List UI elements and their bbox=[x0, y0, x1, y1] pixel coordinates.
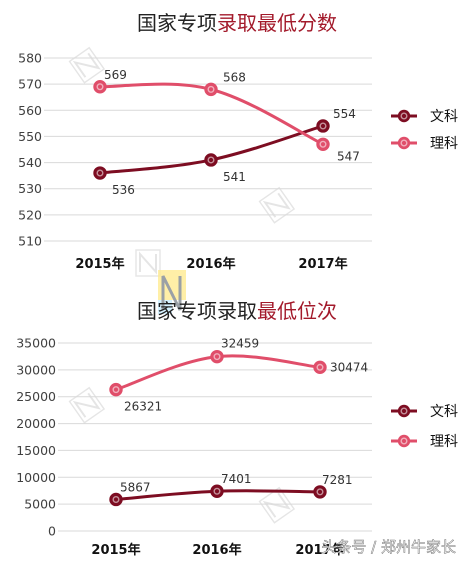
data-point-core bbox=[213, 353, 221, 361]
x-tick-label: 2017年 bbox=[298, 256, 347, 272]
legend-marker-core bbox=[400, 112, 408, 120]
data-label: 30474 bbox=[330, 360, 368, 374]
watermark bbox=[258, 486, 296, 524]
x-tick-label: 2015年 bbox=[91, 542, 140, 558]
data-label: 554 bbox=[333, 107, 356, 121]
y-tick-label: 30000 bbox=[16, 362, 56, 377]
x-tick-label: 2015年 bbox=[75, 256, 124, 272]
x-tick-label: 2016年 bbox=[192, 542, 241, 558]
watermark-logo-mark bbox=[262, 492, 291, 518]
watermark-logo-mark bbox=[139, 251, 157, 275]
data-label: 569 bbox=[104, 68, 127, 82]
data-label: 7401 bbox=[221, 472, 252, 486]
data-point-core bbox=[319, 140, 327, 148]
legend-marker-core bbox=[400, 139, 408, 147]
data-label: 5867 bbox=[120, 480, 151, 494]
chart-title: 国家专项录取最低位次 bbox=[137, 299, 337, 323]
data-point-core bbox=[319, 122, 327, 130]
data-point-core bbox=[96, 169, 104, 177]
y-tick-label: 560 bbox=[18, 103, 42, 118]
watermark-logo bbox=[68, 386, 106, 424]
legend-marker-core bbox=[400, 407, 408, 415]
watermark-logo-mark bbox=[72, 392, 101, 418]
watermark bbox=[135, 249, 161, 277]
data-label: 536 bbox=[112, 183, 135, 197]
data-label: 541 bbox=[223, 170, 246, 184]
score-chart: 国家专项录取最低分数 510 520 530 540 550 560 570 580 2015年 2… bbox=[18, 11, 458, 272]
data-point-core bbox=[112, 495, 120, 503]
y-tick-label: 5000 bbox=[24, 497, 56, 512]
data-point-core bbox=[96, 83, 104, 91]
watermark-logo bbox=[258, 486, 296, 524]
chart-title-part: 国家专项录取 bbox=[137, 299, 257, 323]
y-tick-label: 20000 bbox=[16, 416, 56, 431]
data-label: 32459 bbox=[221, 337, 259, 351]
y-tick-label: 15000 bbox=[16, 443, 56, 458]
watermark bbox=[68, 46, 106, 84]
watermark-logo-mark bbox=[72, 52, 101, 78]
y-tick-label: 530 bbox=[18, 181, 42, 196]
y-tick-label: 540 bbox=[18, 155, 42, 170]
data-label: 26321 bbox=[124, 400, 162, 414]
chart-title-part: 最低位次 bbox=[257, 299, 337, 323]
chart-title-part: 录取最低分数 bbox=[217, 11, 337, 35]
y-tick-label: 10000 bbox=[16, 470, 56, 485]
data-label: 7281 bbox=[322, 473, 353, 487]
y-tick-label: 0 bbox=[48, 524, 56, 539]
data-label: 547 bbox=[337, 149, 360, 163]
logo-n-mark bbox=[161, 275, 182, 311]
watermark-logo bbox=[258, 186, 296, 224]
watermark bbox=[258, 186, 296, 224]
legend-marker-core bbox=[400, 437, 408, 445]
footer-credit: 头条号 / 郑州牛家长 bbox=[321, 538, 456, 556]
y-tick-label: 35000 bbox=[16, 336, 56, 351]
data-point-core bbox=[207, 85, 215, 93]
data-point-core bbox=[213, 487, 221, 495]
y-tick-label: 570 bbox=[18, 77, 42, 92]
y-tick-label: 510 bbox=[18, 234, 42, 249]
y-tick-label: 25000 bbox=[16, 389, 56, 404]
chart-title-part: 国家专项 bbox=[137, 11, 217, 35]
chart-title: 国家专项录取最低分数 bbox=[137, 11, 337, 35]
y-tick-label: 580 bbox=[18, 51, 42, 66]
y-tick-label: 550 bbox=[18, 129, 42, 144]
x-tick-label: 2017年 bbox=[295, 542, 344, 558]
data-point-core bbox=[112, 386, 120, 394]
data-point-core bbox=[316, 488, 324, 496]
rank-chart: 国家专项录取最低位次 0 5000 10000 15000 20000 25000 30000… bbox=[16, 299, 458, 558]
legend-label: 理科 bbox=[430, 434, 458, 450]
watermark-logo-mark bbox=[262, 192, 291, 218]
watermark bbox=[68, 386, 106, 424]
footer: 头条号 / 郑州牛家长 bbox=[321, 538, 456, 557]
watermark-layer bbox=[68, 46, 296, 524]
legend-label: 文科 bbox=[430, 109, 458, 125]
legend-label: 理科 bbox=[430, 136, 458, 152]
x-tick-label: 2016年 bbox=[186, 256, 235, 272]
data-label: 568 bbox=[223, 70, 246, 84]
data-point-core bbox=[207, 156, 215, 164]
center-logo bbox=[158, 270, 186, 314]
watermark-logo bbox=[135, 249, 161, 277]
data-point-core bbox=[316, 363, 324, 371]
legend-label: 文科 bbox=[430, 404, 458, 420]
y-tick-label: 520 bbox=[18, 207, 42, 222]
